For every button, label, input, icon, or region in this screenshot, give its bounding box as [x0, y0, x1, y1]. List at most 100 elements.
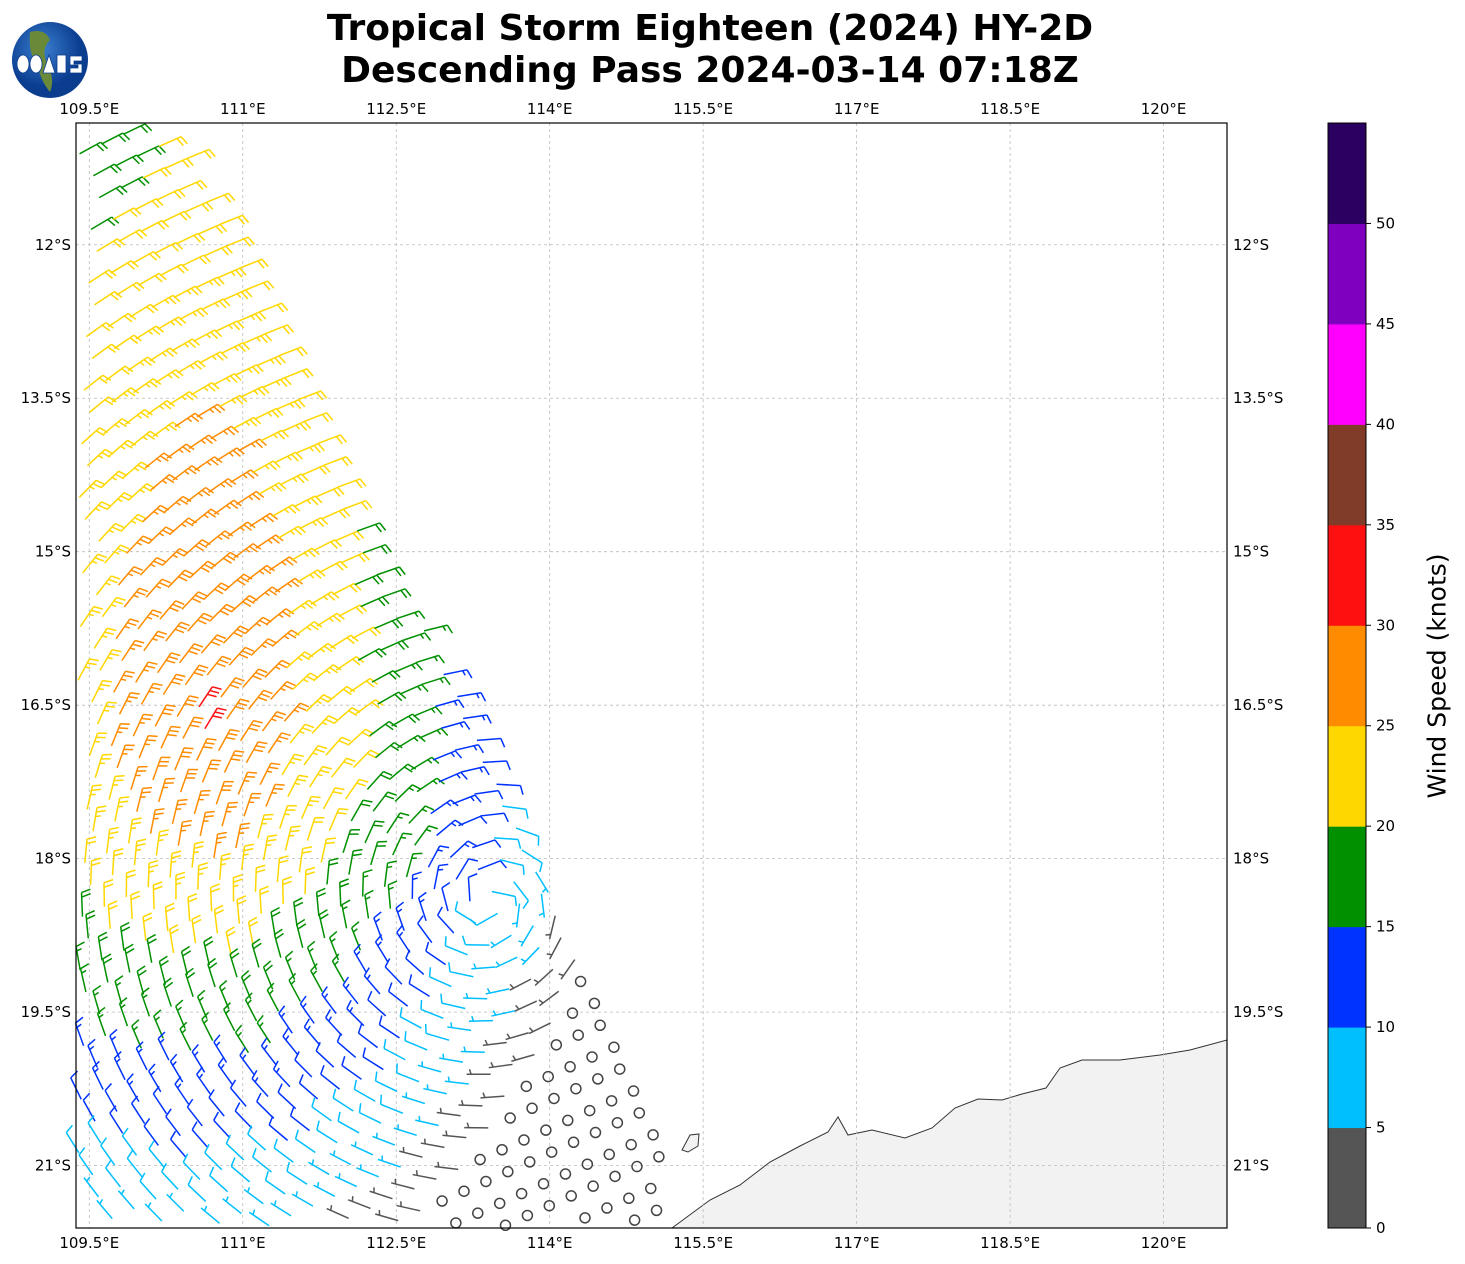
wind-barb — [395, 901, 405, 931]
wind-barb — [158, 136, 188, 148]
wind-barb — [482, 760, 511, 771]
wind-barb — [245, 280, 275, 291]
colorbar-frame — [1327, 122, 1367, 1229]
wind-barb — [289, 723, 315, 744]
wind-barb — [566, 1007, 579, 1019]
wind-barb — [442, 1130, 467, 1139]
wind-barb — [259, 885, 270, 914]
wind-barb — [452, 794, 482, 805]
wind-barb — [173, 285, 203, 299]
wind-barb — [650, 1204, 663, 1217]
wind-barb — [358, 1103, 382, 1124]
wind-barb — [581, 1158, 594, 1170]
wind-barb — [514, 1000, 538, 1012]
wind-barb — [432, 750, 463, 761]
wind-barb — [384, 958, 403, 985]
wind-barb — [436, 1195, 448, 1207]
wind-barb — [191, 1121, 209, 1149]
wind-barb — [535, 871, 549, 893]
wind-barb — [352, 626, 382, 639]
wind-barb — [399, 1007, 422, 1029]
wind-barb — [330, 634, 359, 649]
wind-barb — [310, 963, 323, 993]
wind-barb — [540, 1124, 552, 1136]
wind-barb — [303, 744, 328, 766]
wind-barb — [491, 890, 518, 907]
wind-barb — [196, 1066, 212, 1095]
wind-barb — [438, 771, 468, 783]
wind-barb — [119, 921, 131, 951]
wind-barb — [106, 826, 120, 854]
wind-barb — [476, 737, 506, 748]
wind-barb — [110, 722, 130, 747]
wind-barb — [545, 1146, 558, 1158]
wind-barb — [149, 808, 165, 834]
wind-barb — [168, 390, 198, 406]
wind-barb — [331, 953, 345, 983]
wind-barb — [183, 539, 211, 557]
wind-barb — [144, 1202, 163, 1222]
wind-barb — [240, 843, 255, 871]
wind-barb — [374, 934, 389, 963]
wind-barb — [399, 683, 429, 695]
wind-barb — [78, 479, 105, 498]
wind-barb — [315, 486, 345, 498]
wind-barb — [284, 825, 301, 851]
wind-barb — [201, 1011, 214, 1041]
colorbar-tick: 35 — [1376, 516, 1395, 534]
wind-barb — [250, 638, 277, 657]
wind-barb — [305, 694, 333, 713]
wind-barb — [176, 695, 199, 717]
wind-barb — [423, 624, 454, 634]
wind-barb — [89, 396, 117, 413]
lon-label-top: 109.5°E — [59, 100, 119, 118]
wind-barb — [502, 1165, 514, 1178]
wind-barb — [518, 1134, 530, 1146]
wind-barb — [332, 1088, 354, 1112]
wind-barb — [273, 928, 284, 958]
wind-barb — [125, 409, 153, 425]
lat-label-left: 19.5°S — [21, 1003, 71, 1021]
wind-barb — [260, 1037, 277, 1066]
wind-barb — [242, 333, 273, 345]
wind-barb — [472, 839, 502, 849]
wind-barb — [609, 1170, 621, 1183]
wind-barb — [187, 892, 198, 922]
wind-barb — [162, 977, 174, 1007]
wind-barb — [208, 478, 237, 493]
wind-barb — [337, 478, 367, 489]
wind-barb — [628, 1214, 641, 1226]
wind-barb — [273, 451, 303, 464]
wind-barb — [350, 799, 373, 822]
wind-barb — [140, 987, 151, 1017]
wind-barb — [81, 427, 109, 445]
wind-barb — [193, 329, 223, 342]
wind-barb — [65, 1124, 80, 1154]
wind-barb — [182, 1153, 201, 1181]
wind-barb — [493, 1197, 506, 1210]
wind-barb — [546, 937, 562, 960]
wind-barb — [213, 1034, 228, 1063]
wind-barb — [93, 627, 117, 649]
wind-barb — [374, 618, 404, 630]
wind-barb — [298, 846, 313, 873]
wind-barb — [387, 880, 398, 909]
wind-barb — [266, 982, 280, 1012]
wind-barb — [342, 829, 360, 853]
lat-label-right: 15°S — [1233, 543, 1269, 561]
australia-landmass — [670, 1039, 1228, 1229]
wind-barb — [234, 364, 264, 376]
wind-barb — [137, 609, 162, 630]
wind-barb — [415, 1115, 439, 1127]
wind-barb — [341, 1056, 362, 1080]
wind-barb — [130, 765, 148, 790]
wind-barb — [304, 866, 316, 895]
wind-barb — [435, 699, 465, 709]
wind-barb — [175, 871, 186, 900]
wind-barb — [254, 407, 284, 420]
lon-label-bottom: 109.5°E — [59, 1234, 119, 1252]
wind-barb — [420, 1138, 445, 1149]
wind-barb — [440, 993, 466, 1010]
wind-barb — [212, 373, 242, 386]
wind-barb — [248, 689, 273, 710]
